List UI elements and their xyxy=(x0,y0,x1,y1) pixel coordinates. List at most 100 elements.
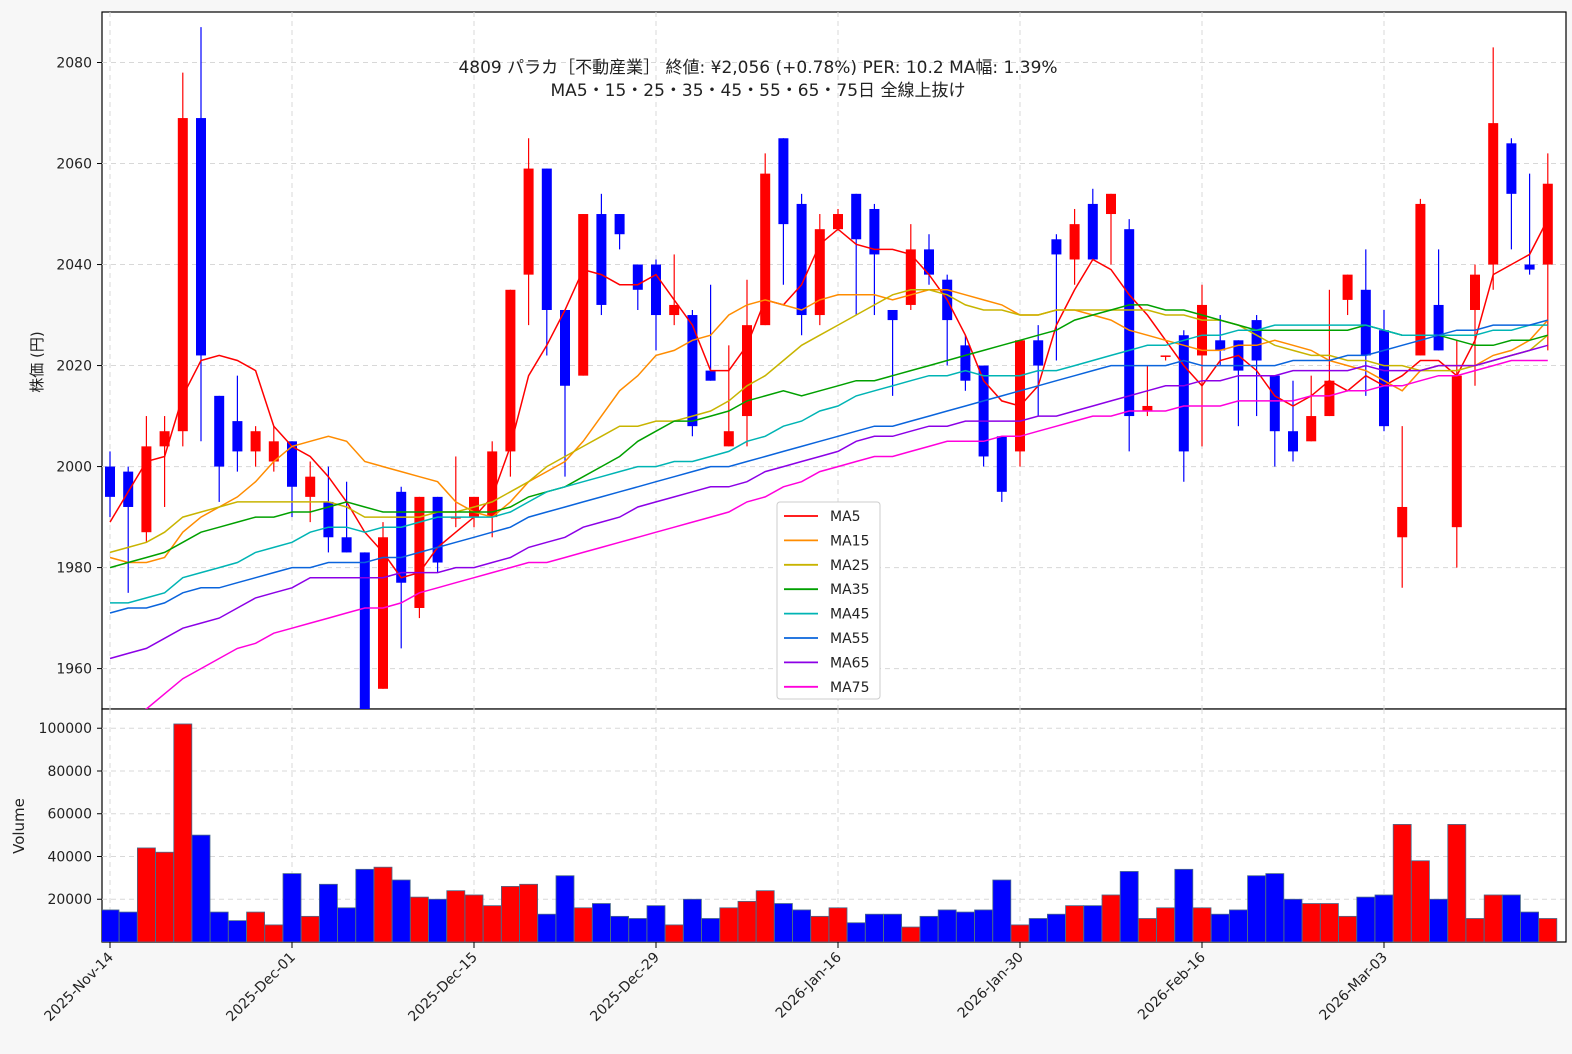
candle-body xyxy=(687,315,698,427)
volume-bar xyxy=(1065,905,1084,942)
volume-bar xyxy=(737,900,757,942)
volume-bar xyxy=(774,903,793,942)
candle-body xyxy=(396,491,407,583)
volume-bar xyxy=(755,890,775,942)
candle-body xyxy=(1470,274,1480,310)
volume-bar xyxy=(1174,868,1194,942)
candle-body xyxy=(250,431,261,452)
candle-body xyxy=(796,203,807,316)
candle-body xyxy=(760,173,771,326)
candle-body xyxy=(1142,405,1153,412)
candle-body xyxy=(523,168,534,275)
candle-body xyxy=(1288,431,1298,452)
volume-bar xyxy=(318,883,338,942)
volume-bar xyxy=(246,911,266,942)
price-ylabel: 株価 (円) xyxy=(28,331,46,392)
volume-ytick-label: 60000 xyxy=(47,807,92,823)
candle-body xyxy=(1069,224,1080,260)
ma-line-ma35 xyxy=(109,304,1549,569)
xtick-label: 2026-Feb-16 xyxy=(1135,949,1209,1023)
price-plot-area xyxy=(105,27,1553,709)
volume-bar xyxy=(1411,860,1430,942)
candle-body xyxy=(1087,203,1098,260)
candle-body xyxy=(432,496,443,563)
price-ytick-label: 2020 xyxy=(56,359,92,375)
candle-body xyxy=(996,436,1007,492)
volume-bar xyxy=(1138,918,1157,942)
candle-body xyxy=(669,304,680,316)
volume-bar xyxy=(1265,873,1285,942)
xtick-label: 2025-Dec-01 xyxy=(223,950,298,1025)
volume-bar xyxy=(391,879,411,942)
candle-body xyxy=(851,193,862,240)
candle-body xyxy=(305,476,316,497)
candle-body xyxy=(560,309,570,386)
volume-bar xyxy=(1374,894,1394,942)
volume-ytick-label: 80000 xyxy=(47,764,92,780)
candle-body xyxy=(814,229,825,316)
candle-body xyxy=(960,345,971,381)
volume-bar xyxy=(1447,824,1467,942)
legend: MA5 MA15 MA25 MA35 MA45 MA55 MA65 MA75 xyxy=(776,501,881,700)
volume-bar xyxy=(865,913,884,942)
volume-bar xyxy=(118,911,138,942)
legend-label: MA35 xyxy=(830,582,869,598)
xtick-label: 2026-Mar-03 xyxy=(1317,950,1391,1024)
legend-label: MA65 xyxy=(830,655,869,671)
volume-plot-area xyxy=(102,723,1558,942)
volume-bar xyxy=(1047,913,1066,942)
candle-body xyxy=(1033,340,1044,366)
price-ytick-label: 2040 xyxy=(56,258,92,274)
legend-label: MA5 xyxy=(830,509,861,525)
volume-bar xyxy=(846,922,866,942)
candle-body xyxy=(1506,143,1517,194)
volume-bar xyxy=(919,915,939,942)
volume-bar xyxy=(1119,871,1139,942)
candle-body xyxy=(359,552,370,709)
candle-body xyxy=(1415,203,1426,356)
price-ytick-label: 1960 xyxy=(56,662,92,678)
volume-bar xyxy=(173,723,193,942)
volume-bar xyxy=(1156,907,1175,942)
candle-body xyxy=(196,118,206,356)
legend-label: MA55 xyxy=(830,631,869,647)
volume-bar xyxy=(155,851,175,942)
volume-bar xyxy=(701,918,720,942)
candle-body xyxy=(123,471,134,507)
price-ytick-label: 2060 xyxy=(56,157,92,173)
volume-bar xyxy=(446,890,466,942)
volume-bar xyxy=(683,898,702,942)
volume-ytick-label: 100000 xyxy=(39,721,92,737)
volume-bar xyxy=(1520,911,1539,942)
legend-box xyxy=(776,501,881,700)
volume-bar xyxy=(1192,907,1212,942)
volume-bar xyxy=(792,909,811,942)
ma-line-ma5 xyxy=(109,218,1549,579)
candle-body xyxy=(869,208,880,255)
volume-bar xyxy=(355,868,375,942)
candle-body xyxy=(578,214,589,376)
candle-body xyxy=(1488,123,1499,265)
volume-bar xyxy=(1465,918,1485,942)
candle-body xyxy=(705,370,716,381)
candle-body xyxy=(1433,304,1444,351)
candle-body xyxy=(232,421,243,452)
volume-ytick-label: 20000 xyxy=(47,892,92,908)
ma-line-ma65 xyxy=(109,344,1549,660)
volume-bar xyxy=(992,879,1012,942)
candle-body xyxy=(833,214,843,230)
volume-bar xyxy=(1283,898,1303,942)
candle-body xyxy=(978,365,989,457)
candle-body xyxy=(1215,340,1226,351)
legend-label: MA75 xyxy=(830,680,869,696)
xtick-label: 2026-Jan-30 xyxy=(955,950,1027,1022)
legend-label: MA45 xyxy=(830,607,869,623)
candle-body xyxy=(1251,320,1262,361)
volume-ylabel: Volume xyxy=(10,798,28,854)
volume-bar xyxy=(646,905,666,942)
candle-body xyxy=(487,451,498,518)
legend-label: MA15 xyxy=(830,533,869,549)
volume-bar xyxy=(136,847,156,942)
